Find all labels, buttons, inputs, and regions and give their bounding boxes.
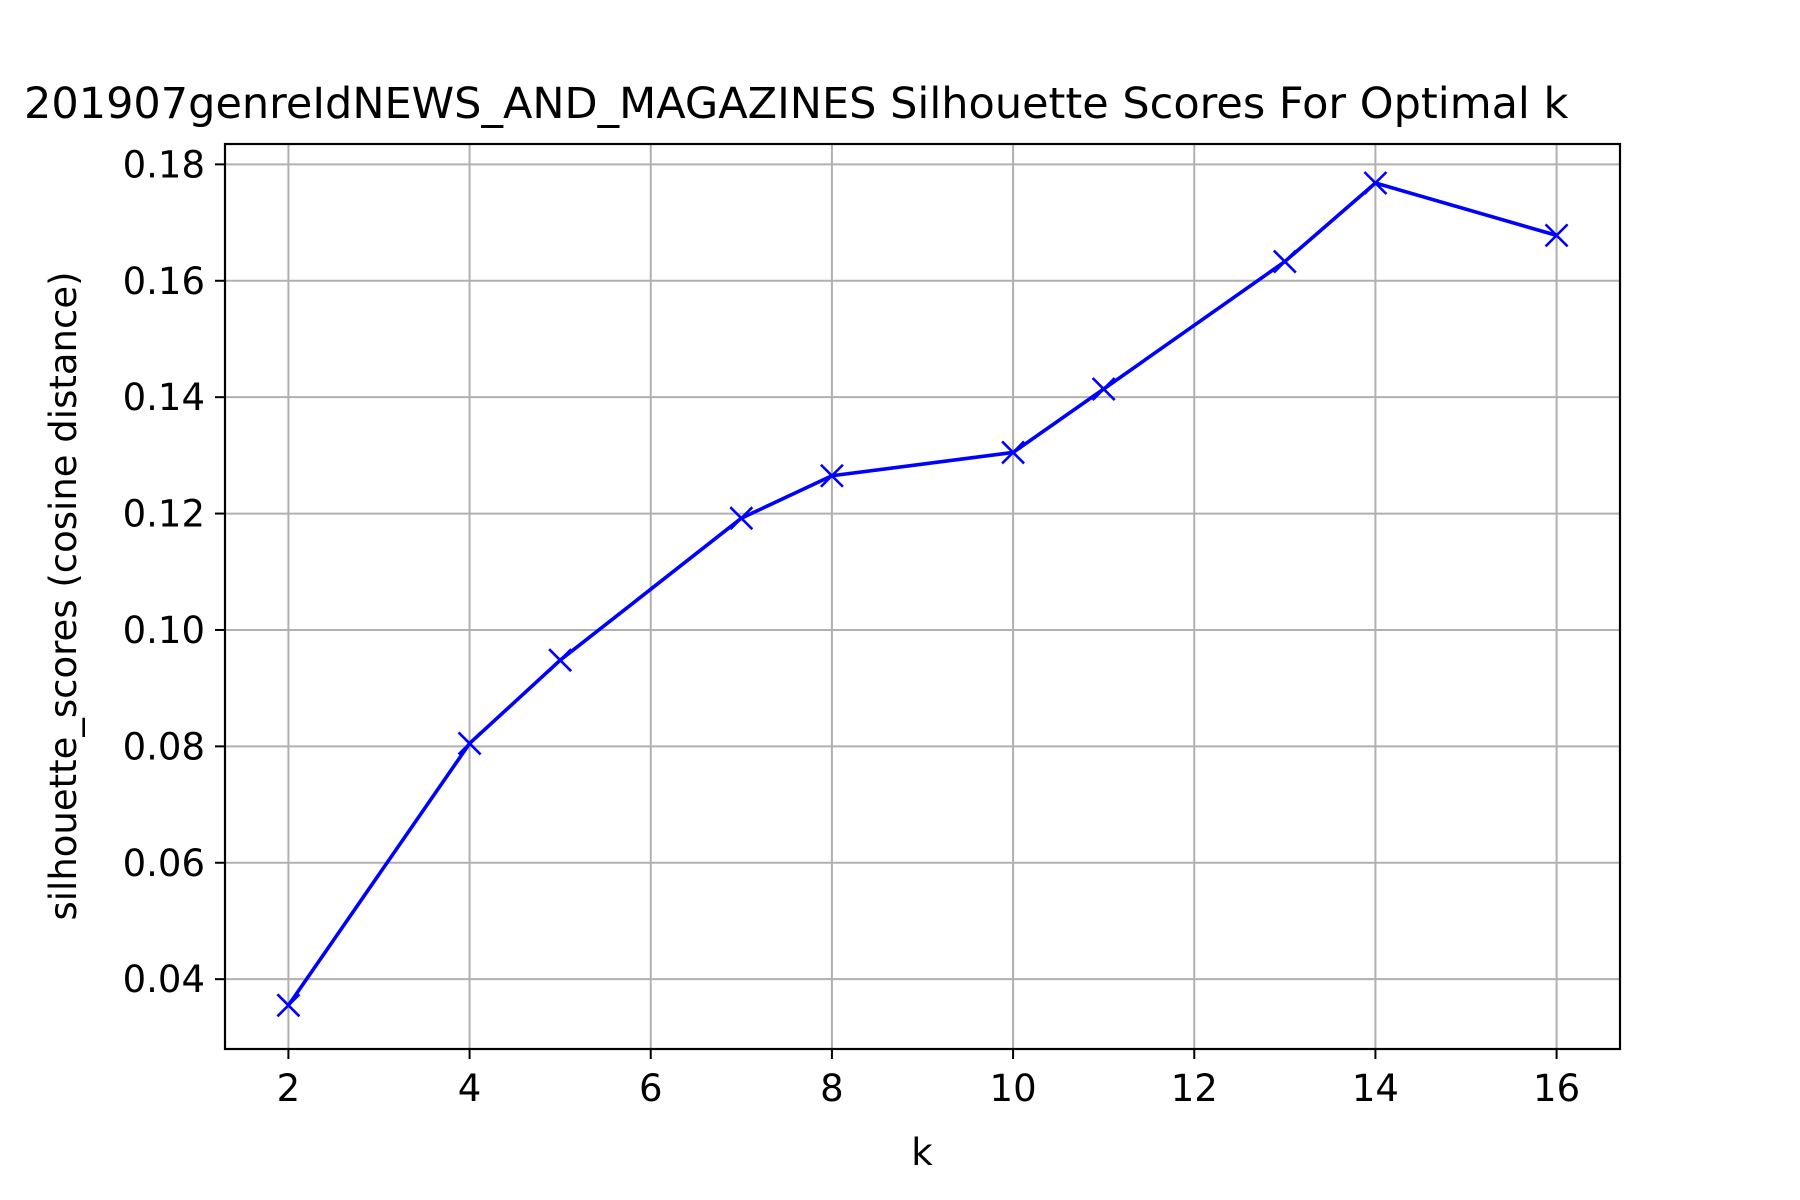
data-point-marker (457, 731, 482, 756)
series-line (286, 181, 1558, 1007)
x-tick-label: 6 (639, 1067, 663, 1110)
x-tick-label: 10 (990, 1067, 1037, 1110)
plot-frame (223, 142, 1622, 1051)
y-tick-label: 0.16 (123, 260, 205, 303)
x-tick-label: 4 (458, 1067, 482, 1110)
y-tick-label: 0.10 (123, 609, 205, 652)
y-tick-label: 0.06 (123, 842, 205, 885)
y-axis-label: silhouette_scores (cosine distance) (42, 271, 85, 920)
data-point-marker (729, 506, 754, 531)
y-tick-label: 0.14 (123, 376, 205, 419)
data-point-marker (1363, 171, 1388, 195)
data-point-marker (1001, 440, 1026, 465)
chart-title: 201907genreIdNEWS_AND_MAGAZINES Silhouet… (24, 79, 1569, 129)
grid-layer (225, 144, 1620, 1049)
x-tick-label: 12 (1171, 1067, 1218, 1110)
data-point-marker (1544, 223, 1569, 248)
x-axis-label: k (911, 1131, 933, 1174)
data-point-marker (276, 993, 301, 1018)
y-tick-label: 0.18 (123, 143, 205, 186)
y-tick-label: 0.08 (123, 725, 205, 768)
x-tick-label: 8 (820, 1067, 844, 1110)
x-tick-label: 14 (1352, 1067, 1399, 1110)
data-point-marker (1272, 249, 1297, 274)
x-tick-label: 2 (277, 1067, 301, 1110)
y-tick-label: 0.12 (123, 493, 205, 536)
data-point-marker (819, 463, 844, 488)
x-tick-label: 16 (1533, 1067, 1580, 1110)
ticks-layer: 2 4 6 8 10 12 14 16 0.04 0.06 0.08 0.10 0.12 0.14 0.16… (123, 143, 1581, 1110)
series-layer (276, 171, 1569, 1018)
data-point-marker (548, 648, 573, 673)
data-point-marker (1091, 377, 1116, 401)
y-tick-label: 0.04 (123, 958, 205, 1001)
